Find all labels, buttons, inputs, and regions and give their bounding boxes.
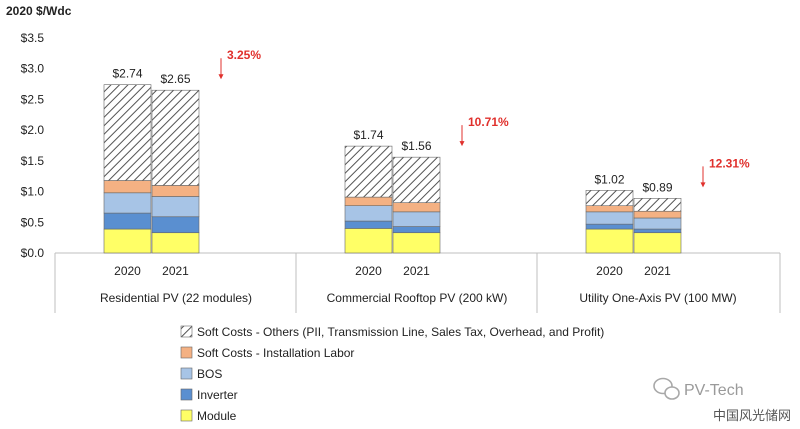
y-tick-label: $2.0 [21, 123, 45, 137]
category-label: Commercial Rooftop PV (200 kW) [327, 291, 508, 305]
y-tick-label: $0.5 [21, 215, 45, 229]
legend-swatch [180, 346, 193, 359]
bar-total-label: $0.89 [642, 180, 672, 194]
bar-segment [633, 232, 682, 254]
bar-segment [392, 232, 441, 254]
bar-segment [585, 190, 634, 206]
category-label: Utility One-Axis PV (100 MW) [579, 291, 736, 305]
x-tick-label: 2020 [596, 264, 623, 278]
y-tick-label: $1.5 [21, 154, 45, 168]
bar-segment [392, 226, 441, 234]
wechat-icon [653, 377, 680, 400]
bar-segment [633, 210, 682, 219]
legend-swatch [180, 409, 193, 422]
watermark: PV-Tech 中国风光储网 [653, 377, 791, 423]
change-arrow-head [459, 141, 465, 147]
bar-segment [633, 217, 682, 230]
percent-change-label: 12.31% [709, 156, 750, 170]
legend-swatch [180, 367, 193, 380]
bar-segment [585, 228, 634, 254]
legend-swatch [180, 325, 193, 338]
bar-segment [392, 211, 441, 227]
bar-segment [633, 228, 682, 234]
bar-total-label: $1.74 [353, 128, 383, 142]
bar-segment [392, 156, 441, 203]
y-tick-label: $1.0 [21, 185, 45, 199]
bar-segment [103, 84, 152, 181]
bar-segment [103, 180, 152, 194]
bar-segment [344, 145, 393, 198]
x-tick-label: 2021 [644, 264, 671, 278]
bar-total-label: $2.65 [160, 72, 190, 86]
y-tick-label: $3.5 [21, 31, 45, 45]
bar-segment [103, 212, 152, 230]
x-tick-label: 2020 [355, 264, 382, 278]
legend: Soft Costs - Others (PII, Transmission L… [180, 325, 604, 423]
percent-change-label: 3.25% [227, 48, 261, 62]
bar-segment [151, 216, 200, 234]
category-label: Residential PV (22 modules) [100, 291, 252, 305]
legend-label: BOS [197, 367, 222, 381]
bar-segment [151, 232, 200, 254]
y-axis-label: 2020 $/Wdc [6, 4, 72, 18]
y-tick-label: $2.5 [21, 92, 45, 106]
bar-segment [392, 202, 441, 213]
bar-segment [344, 220, 393, 229]
bar-segment [151, 89, 200, 186]
bar-segment [344, 205, 393, 222]
bar-segment [151, 185, 200, 197]
bar-segment [344, 196, 393, 207]
y-tick-label: $0.0 [21, 246, 45, 260]
legend-label: Module [197, 409, 237, 423]
change-arrow-head [218, 74, 224, 80]
bar-segment [151, 196, 200, 218]
watermark-text: PV-Tech [684, 382, 744, 399]
bar-segment [585, 223, 634, 230]
bar-segment [585, 205, 634, 213]
x-tick-label: 2021 [403, 264, 430, 278]
legend-label: Soft Costs - Installation Labor [197, 346, 354, 360]
legend-label: Soft Costs - Others (PII, Transmission L… [197, 325, 604, 339]
bar-segment [344, 228, 393, 254]
percent-change-label: 10.71% [468, 115, 509, 129]
legend-label: Inverter [197, 388, 238, 402]
legend-swatch [180, 388, 193, 401]
x-tick-label: 2021 [162, 264, 189, 278]
y-ticks: $0.0 $0.5 $1.0 $1.5 $2.0 $2.5 $3.0 $3.5 [21, 31, 45, 260]
x-tick-label: 2020 [114, 264, 141, 278]
bar-segment [585, 211, 634, 225]
bar-total-label: $1.02 [594, 172, 624, 186]
bar-total-label: $1.56 [401, 139, 431, 153]
bars [103, 84, 682, 254]
bar-total-label: $2.74 [112, 67, 142, 81]
bar-labels: $2.74 2020 $2.65 2021 Residential PV (22 mod… [100, 48, 750, 305]
bar-segment [103, 228, 152, 254]
bar-segment [103, 192, 152, 214]
bar-segment [633, 198, 682, 212]
y-tick-label: $3.0 [21, 62, 45, 76]
watermark-overlay-text: 中国风光储网 [713, 408, 791, 423]
change-arrow-head [700, 182, 706, 188]
